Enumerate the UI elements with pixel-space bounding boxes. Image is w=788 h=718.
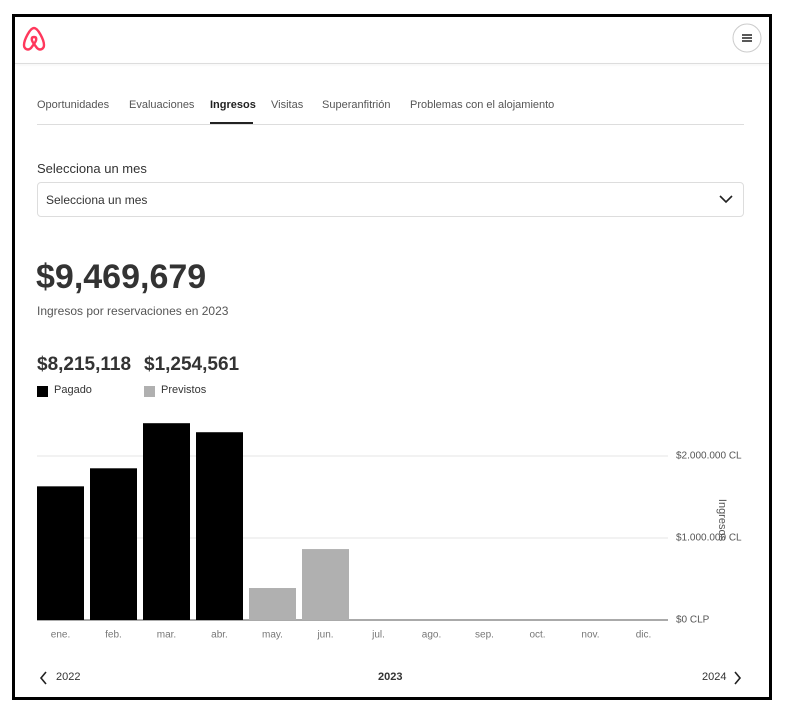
bar (302, 549, 349, 620)
tab[interactable]: Evaluaciones (129, 99, 195, 111)
select-label: Selecciona un mes (37, 161, 147, 176)
total-caption: Ingresos por reservaciones en 2023 (37, 304, 229, 318)
x-tick-label: sep. (475, 630, 494, 641)
x-tick-label: jun. (316, 630, 333, 641)
x-tick-label: may. (262, 630, 283, 641)
bar (90, 468, 137, 620)
window-frame (12, 14, 772, 700)
legend-swatch (144, 386, 155, 397)
dropdown-chevron (719, 195, 733, 204)
bar (37, 486, 84, 620)
header-divider (15, 63, 769, 64)
select-placeholder: Selecciona un mes (46, 193, 148, 207)
tab[interactable]: Visitas (271, 99, 304, 111)
current-year: 2023 (378, 671, 403, 683)
legend-label: Pagado (54, 384, 92, 396)
x-tick-label: jul. (371, 630, 385, 641)
tab[interactable]: Problemas con el alojamiento (410, 99, 555, 111)
x-tick-label: nov. (581, 630, 599, 641)
series-total: $8,215,118 (37, 354, 132, 375)
tabs-divider (37, 124, 744, 125)
next-year[interactable]: 2024 (702, 671, 727, 683)
y-tick-label: $2.000.000 CL (676, 451, 742, 462)
x-tick-label: mar. (157, 630, 176, 641)
x-tick-label: ene. (51, 630, 70, 641)
prev-year[interactable]: 2022 (56, 671, 81, 683)
active-tab-indicator (210, 122, 253, 124)
legend-label: Previstos (161, 384, 207, 396)
x-tick-label: oct. (529, 630, 545, 641)
x-tick-label: ago. (422, 630, 441, 641)
legend-swatch (37, 386, 48, 397)
next-chevron[interactable] (734, 671, 742, 685)
tab[interactable]: Superanfitrión (322, 99, 391, 111)
bar (249, 588, 296, 620)
bar (143, 423, 190, 620)
total-amount: $9,469,679 (36, 258, 207, 296)
y-axis-label: Ingresos (716, 499, 728, 542)
y-tick-label: $1.000.000 CL (676, 533, 742, 544)
tab[interactable]: Ingresos (210, 99, 256, 111)
menu-icon (742, 34, 752, 42)
y-tick-label: $0 CLP (676, 615, 710, 626)
x-tick-label: abr. (211, 630, 228, 641)
month-select[interactable] (37, 182, 744, 217)
x-tick-label: feb. (105, 630, 122, 641)
x-tick-label: dic. (636, 630, 652, 641)
prev-chevron[interactable] (39, 671, 47, 685)
logo[interactable] (22, 26, 46, 51)
tab[interactable]: Oportunidades (37, 99, 110, 111)
series-total: $1,254,561 (144, 354, 240, 375)
bar (196, 432, 243, 620)
